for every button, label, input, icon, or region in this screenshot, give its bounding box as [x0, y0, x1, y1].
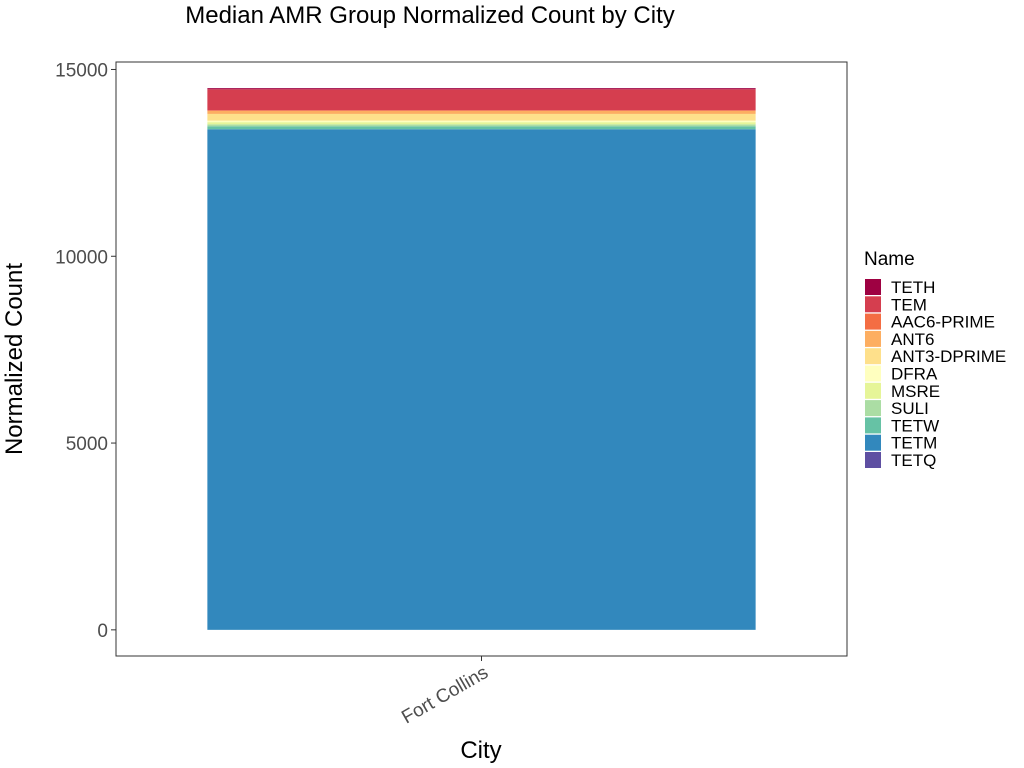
bar-segment-msre: [207, 122, 756, 125]
legend-swatch-ant6: [865, 330, 881, 347]
legend-label: DFRA: [891, 365, 938, 384]
x-axis: Fort Collins: [398, 656, 492, 728]
legend-label: TETM: [891, 434, 937, 453]
y-tick-label: 10000: [55, 247, 108, 268]
legend-label: ANT3-DPRIME: [891, 347, 1006, 366]
legend-swatch-tetw: [865, 417, 881, 434]
legend-label: TETW: [891, 416, 939, 435]
y-tick-label: 5000: [66, 434, 108, 455]
legend-label: TEM: [891, 295, 927, 314]
y-axis: 0 5000 10000 15000: [55, 60, 116, 642]
bar-segment-suli: [207, 124, 756, 127]
legend-label: MSRE: [891, 382, 940, 401]
legend-swatch-msre: [865, 382, 881, 399]
legend-swatch-teth: [865, 279, 881, 295]
bar-segment-dfra: [207, 120, 756, 123]
legend-swatch-aac6-prime: [865, 313, 881, 330]
bar-segment-ant3-dprime: [207, 113, 756, 121]
bar-segment-tetm: [207, 129, 756, 630]
bar-segment-tem: [207, 89, 756, 111]
legend: Name TETHTEMAAC6-PRIMEANT6ANT3-DPRIMEDFR…: [864, 249, 1006, 470]
x-tick-label: Fort Collins: [398, 662, 492, 728]
y-tick-label: 15000: [55, 60, 108, 81]
legend-swatch-suli: [865, 400, 881, 417]
legend-label: AAC6-PRIME: [891, 313, 995, 332]
y-axis-title: Normalized Count: [1, 263, 28, 455]
bar-segment-teth: [207, 88, 756, 90]
chart-title: Median AMR Group Normalized Count by Cit…: [185, 2, 675, 29]
bar-segment-aac6-prime: [207, 110, 756, 111]
legend-swatch-tetm: [865, 434, 881, 451]
legend-label: TETQ: [891, 451, 936, 470]
legend-swatch-tem: [865, 296, 881, 313]
legend-label: TETH: [891, 278, 935, 297]
legend-title: Name: [864, 249, 915, 270]
y-tick-label: 0: [97, 621, 108, 642]
bar-segment-ant6: [207, 110, 756, 114]
legend-swatch-ant3-dprime: [865, 348, 881, 365]
legend-label: SULI: [891, 399, 929, 418]
x-axis-title: City: [460, 737, 501, 764]
bar-segment-tetw: [207, 126, 756, 130]
legend-swatch-tetq: [865, 452, 881, 468]
legend-label: ANT6: [891, 330, 934, 349]
bars: [207, 88, 756, 630]
legend-swatch-dfra: [865, 365, 881, 382]
